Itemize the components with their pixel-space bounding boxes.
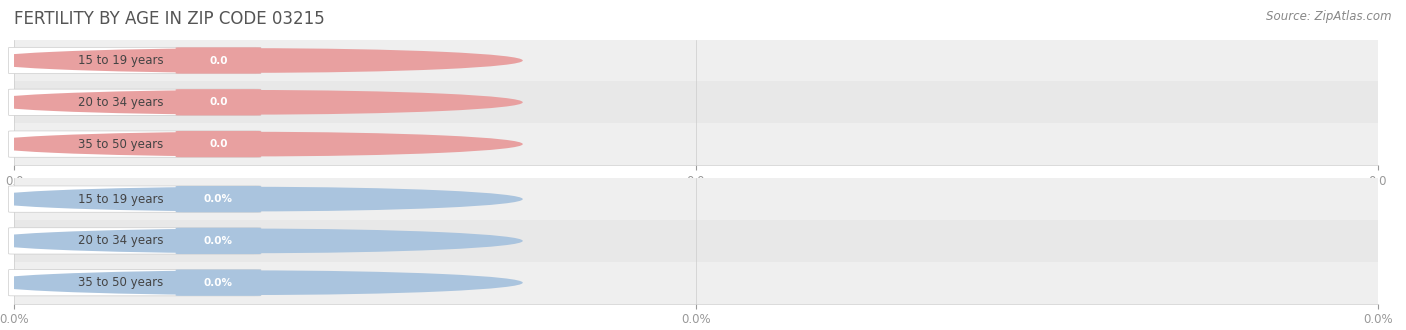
Text: 20 to 34 years: 20 to 34 years (77, 96, 163, 109)
Ellipse shape (0, 229, 523, 253)
FancyBboxPatch shape (176, 131, 262, 157)
Bar (14, 82, 1378, 123)
Ellipse shape (0, 90, 523, 115)
Text: 15 to 19 years: 15 to 19 years (77, 193, 163, 206)
Text: 0.0: 0.0 (209, 97, 228, 107)
Text: 0.0: 0.0 (209, 139, 228, 149)
FancyBboxPatch shape (8, 131, 262, 157)
FancyBboxPatch shape (176, 228, 262, 254)
Ellipse shape (0, 48, 523, 73)
Ellipse shape (0, 187, 523, 212)
Text: 35 to 50 years: 35 to 50 years (77, 138, 163, 150)
Bar (14, 123, 1378, 165)
Text: 0.0%: 0.0% (204, 236, 233, 246)
Text: 15 to 19 years: 15 to 19 years (77, 54, 163, 67)
FancyBboxPatch shape (8, 89, 262, 116)
FancyBboxPatch shape (176, 47, 262, 74)
FancyBboxPatch shape (176, 186, 262, 212)
Bar (14, 178, 1378, 220)
FancyBboxPatch shape (8, 270, 262, 296)
Bar (14, 262, 1378, 304)
FancyBboxPatch shape (176, 89, 262, 116)
Text: Source: ZipAtlas.com: Source: ZipAtlas.com (1267, 10, 1392, 23)
FancyBboxPatch shape (8, 47, 262, 74)
Bar (14, 40, 1378, 82)
Ellipse shape (0, 132, 523, 156)
Ellipse shape (0, 270, 523, 295)
Text: 35 to 50 years: 35 to 50 years (77, 276, 163, 289)
Text: 0.0%: 0.0% (204, 278, 233, 288)
Text: 0.0: 0.0 (209, 55, 228, 65)
FancyBboxPatch shape (8, 228, 262, 254)
FancyBboxPatch shape (8, 186, 262, 212)
FancyBboxPatch shape (176, 270, 262, 296)
Text: 20 to 34 years: 20 to 34 years (77, 234, 163, 248)
Bar (14, 220, 1378, 262)
Text: 0.0%: 0.0% (204, 194, 233, 204)
Text: FERTILITY BY AGE IN ZIP CODE 03215: FERTILITY BY AGE IN ZIP CODE 03215 (14, 10, 325, 28)
